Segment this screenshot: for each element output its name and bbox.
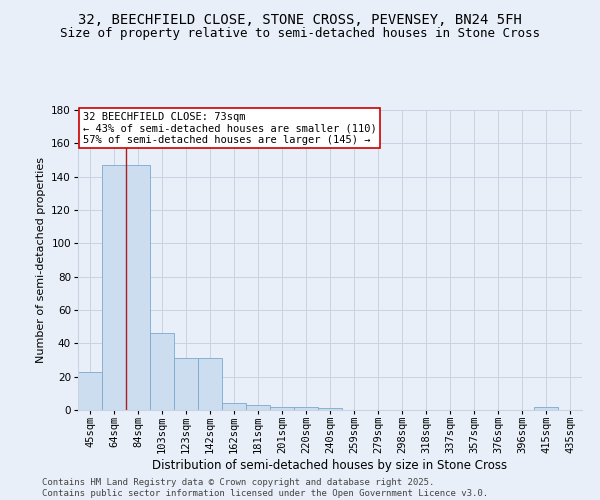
Bar — [126, 165, 150, 410]
Bar — [246, 405, 270, 410]
Bar — [150, 334, 174, 410]
Text: 32, BEECHFIELD CLOSE, STONE CROSS, PEVENSEY, BN24 5FH: 32, BEECHFIELD CLOSE, STONE CROSS, PEVEN… — [78, 12, 522, 26]
Bar — [174, 358, 198, 410]
Bar — [222, 404, 246, 410]
Bar — [294, 406, 318, 410]
Text: Size of property relative to semi-detached houses in Stone Cross: Size of property relative to semi-detach… — [60, 28, 540, 40]
Bar — [318, 408, 342, 410]
Bar — [198, 358, 222, 410]
Bar — [78, 372, 102, 410]
X-axis label: Distribution of semi-detached houses by size in Stone Cross: Distribution of semi-detached houses by … — [152, 458, 508, 471]
Y-axis label: Number of semi-detached properties: Number of semi-detached properties — [36, 157, 46, 363]
Text: Contains HM Land Registry data © Crown copyright and database right 2025.
Contai: Contains HM Land Registry data © Crown c… — [42, 478, 488, 498]
Text: 32 BEECHFIELD CLOSE: 73sqm
← 43% of semi-detached houses are smaller (110)
57% o: 32 BEECHFIELD CLOSE: 73sqm ← 43% of semi… — [83, 112, 377, 144]
Bar — [270, 406, 294, 410]
Bar — [534, 406, 558, 410]
Bar — [102, 165, 126, 410]
